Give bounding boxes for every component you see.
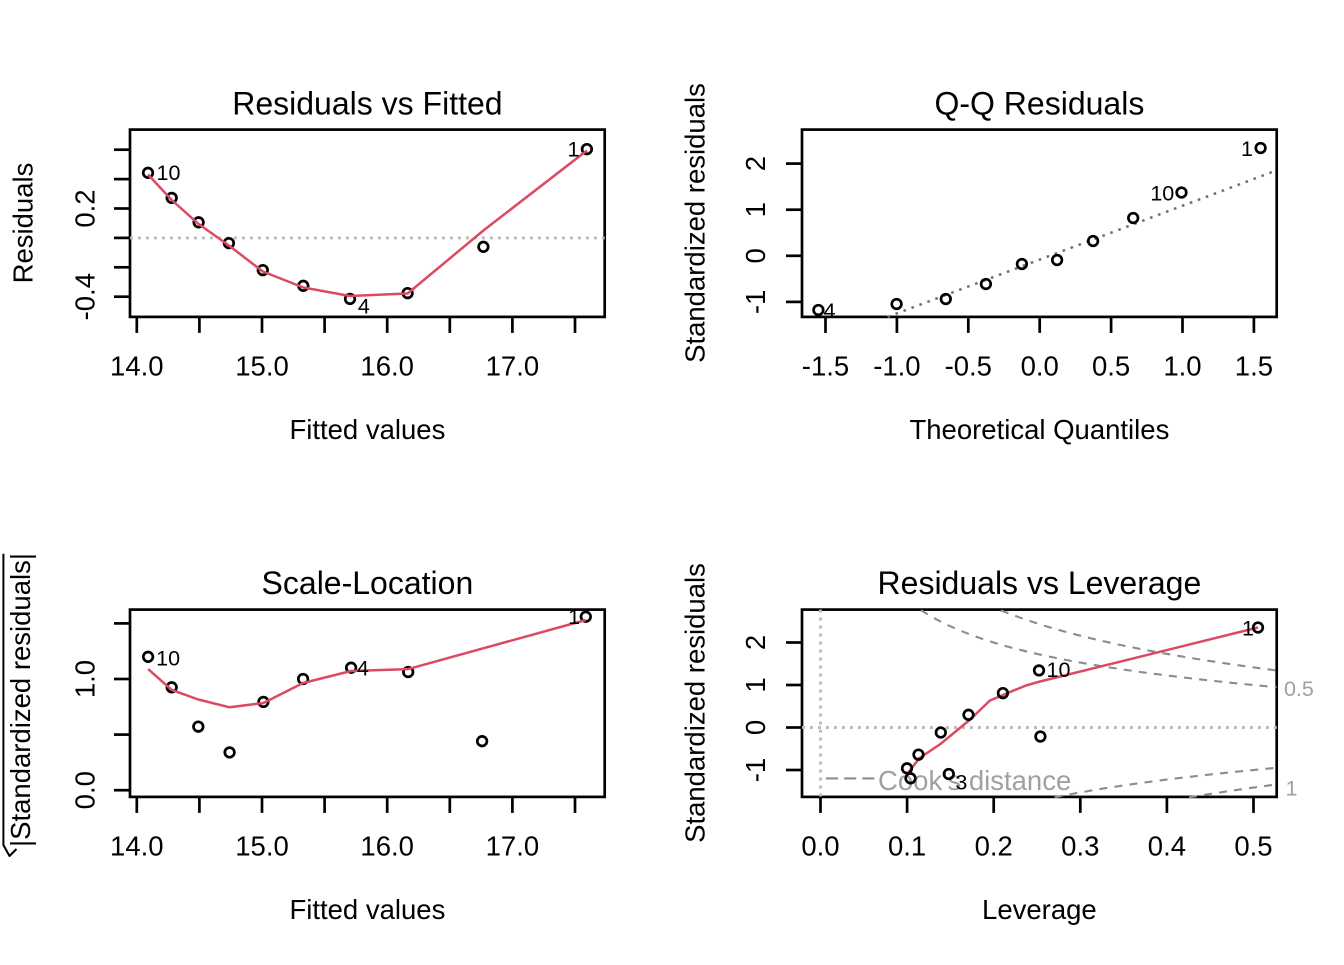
svg-text:4: 4 bbox=[357, 656, 369, 680]
svg-text:0.0: 0.0 bbox=[1021, 350, 1059, 381]
svg-text:1.5: 1.5 bbox=[1235, 350, 1273, 381]
svg-text:Standardized residuals: Standardized residuals bbox=[679, 83, 710, 363]
svg-text:4: 4 bbox=[358, 295, 370, 319]
svg-text:15.0: 15.0 bbox=[235, 350, 289, 381]
svg-text:1.0: 1.0 bbox=[1163, 350, 1201, 381]
svg-text:Fitted values: Fitted values bbox=[289, 894, 445, 925]
svg-text:1: 1 bbox=[568, 605, 580, 629]
svg-text:Fitted values: Fitted values bbox=[289, 414, 445, 445]
svg-text:2: 2 bbox=[740, 635, 771, 650]
svg-text:1: 1 bbox=[1241, 137, 1253, 161]
svg-text:4: 4 bbox=[824, 299, 836, 323]
svg-text:2: 2 bbox=[740, 156, 771, 171]
svg-text:Scale-Location: Scale-Location bbox=[262, 565, 474, 601]
svg-text:10: 10 bbox=[1047, 658, 1071, 682]
svg-text:15.0: 15.0 bbox=[235, 830, 289, 861]
svg-text:|Standardized residuals|: |Standardized residuals| bbox=[5, 553, 36, 847]
svg-text:16.0: 16.0 bbox=[360, 830, 414, 861]
svg-text:Standardized residuals: Standardized residuals bbox=[679, 563, 710, 843]
svg-text:1: 1 bbox=[1286, 777, 1298, 801]
svg-text:1: 1 bbox=[740, 202, 771, 217]
svg-text:-1: -1 bbox=[740, 290, 771, 314]
svg-text:0: 0 bbox=[740, 248, 771, 263]
svg-text:14.0: 14.0 bbox=[110, 350, 164, 381]
svg-text:Q-Q Residuals: Q-Q Residuals bbox=[934, 86, 1144, 122]
svg-text:0.2: 0.2 bbox=[975, 830, 1013, 861]
svg-text:3: 3 bbox=[955, 770, 967, 794]
svg-text:0.0: 0.0 bbox=[801, 830, 839, 861]
svg-text:1: 1 bbox=[740, 677, 771, 692]
svg-text:Residuals vs Leverage: Residuals vs Leverage bbox=[878, 565, 1202, 601]
svg-text:14.0: 14.0 bbox=[110, 830, 164, 861]
svg-text:-0.4: -0.4 bbox=[69, 273, 100, 320]
svg-text:0.5: 0.5 bbox=[1092, 350, 1130, 381]
svg-text:Leverage: Leverage bbox=[982, 894, 1097, 925]
svg-text:16.0: 16.0 bbox=[360, 350, 414, 381]
svg-text:10: 10 bbox=[157, 161, 181, 185]
svg-text:10: 10 bbox=[1150, 182, 1174, 206]
svg-text:10: 10 bbox=[156, 646, 180, 670]
svg-text:Residuals vs Fitted: Residuals vs Fitted bbox=[232, 86, 502, 122]
svg-text:17.0: 17.0 bbox=[486, 350, 540, 381]
svg-text:-1.5: -1.5 bbox=[802, 350, 849, 381]
svg-text:1: 1 bbox=[1242, 617, 1254, 641]
svg-text:-1: -1 bbox=[740, 758, 771, 782]
svg-text:17.0: 17.0 bbox=[486, 830, 540, 861]
svg-text:1: 1 bbox=[568, 138, 580, 162]
svg-text:1.0: 1.0 bbox=[69, 660, 100, 698]
svg-text:-1.0: -1.0 bbox=[873, 350, 920, 381]
svg-text:-0.5: -0.5 bbox=[945, 350, 992, 381]
svg-text:Residuals: Residuals bbox=[7, 163, 38, 284]
svg-text:0.3: 0.3 bbox=[1061, 830, 1099, 861]
svg-text:0.0: 0.0 bbox=[69, 771, 100, 809]
svg-text:0.1: 0.1 bbox=[888, 830, 926, 861]
svg-text:0: 0 bbox=[740, 720, 771, 735]
svg-text:Theoretical Quantiles: Theoretical Quantiles bbox=[909, 414, 1169, 445]
svg-text:0.5: 0.5 bbox=[1284, 677, 1314, 701]
svg-text:0.5: 0.5 bbox=[1234, 830, 1272, 861]
svg-text:0.4: 0.4 bbox=[1148, 830, 1186, 861]
svg-text:0.2: 0.2 bbox=[69, 189, 100, 227]
